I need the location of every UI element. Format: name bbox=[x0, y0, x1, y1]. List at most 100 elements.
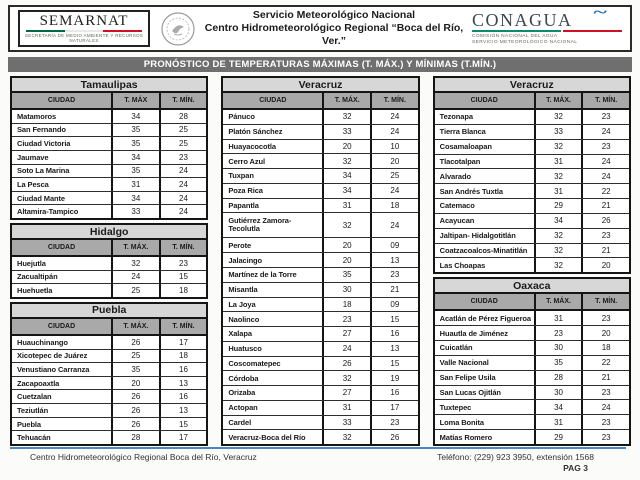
tmin-cell: 25 bbox=[390, 171, 400, 181]
city-cell: Venustiano Carranza bbox=[12, 363, 114, 376]
tmax-cell: 34 bbox=[113, 110, 161, 123]
tmin-cell: 18 bbox=[179, 351, 188, 361]
conagua-logo: ~ CONAGUA COMISIÓN NACIONAL DEL AGUA SER… bbox=[472, 4, 622, 46]
city-cell: Perote bbox=[223, 238, 325, 253]
semarnat-tricolor-rule bbox=[26, 30, 143, 32]
tmin-cell: 23 bbox=[390, 270, 400, 280]
city-cell: Tezonapa bbox=[435, 110, 536, 124]
tmin-cell: 21 bbox=[601, 373, 611, 383]
footer-org-text: Centro Hidrometeorológico Regional Boca … bbox=[30, 452, 257, 462]
table-row: Ciudad Victoria 35 25 bbox=[12, 136, 207, 150]
tmin-cell: 09 bbox=[390, 299, 400, 309]
header-tmin: T. MÍN. bbox=[595, 298, 618, 306]
table-row: Tierra Blanca 33 24 bbox=[434, 123, 629, 139]
city-cell: San Felipe Usila bbox=[435, 370, 536, 385]
tmax-cell: 26 bbox=[113, 404, 161, 417]
table-row: Tuxpan 34 25 bbox=[223, 168, 418, 183]
tmin-cell: 18 bbox=[601, 343, 611, 353]
tmin-cell: 23 bbox=[601, 417, 611, 427]
tmin-cell: 25 bbox=[179, 125, 188, 135]
column-headers: CIUDAD T. MÁX. T. MÍN. bbox=[12, 318, 207, 336]
tmax-cell: 32 bbox=[536, 243, 584, 258]
tmin-cell: 16 bbox=[390, 388, 400, 398]
tmax-cell: 32 bbox=[536, 258, 584, 273]
tmax-cell: 35 bbox=[324, 267, 373, 282]
tmin-cell: 15 bbox=[390, 358, 400, 368]
tmin-cell: 24 bbox=[601, 402, 611, 412]
conagua-subtitle1: COMISIÓN NACIONAL DEL AGUA bbox=[472, 34, 558, 39]
table-row: Veracruz-Boca del Río 32 26 bbox=[223, 429, 418, 445]
header-tmin: T. MÍN. bbox=[172, 244, 195, 252]
table-row: San Fernando 35 25 bbox=[12, 122, 207, 137]
tmax-cell: 33 bbox=[324, 415, 373, 430]
header-ciudad: CIUDAD bbox=[435, 93, 536, 108]
table-row: Xalapa 27 16 bbox=[223, 326, 418, 341]
org-title-line2: Centro Hidrometeorológico Regional “Boca… bbox=[204, 22, 464, 47]
city-cell: Pánuco bbox=[223, 110, 325, 124]
tmin-cell: 28 bbox=[179, 111, 188, 121]
table-row: Coatzacoalcos-Minatitlán 32 21 bbox=[434, 242, 629, 258]
city-cell: Jaltipan- Hidalgotitlán bbox=[435, 228, 536, 243]
table-row: Venustiano Carranza 35 16 bbox=[12, 362, 207, 376]
tmax-cell: 35 bbox=[113, 363, 161, 376]
table-row: Teziutlán 26 13 bbox=[12, 403, 207, 417]
tmax-cell: 31 bbox=[113, 178, 161, 191]
tmax-cell: 31 bbox=[536, 415, 584, 430]
tmax-cell: 24 bbox=[324, 341, 373, 356]
state-header: Veracruz bbox=[434, 78, 629, 93]
tmin-cell: 21 bbox=[601, 246, 611, 256]
header-ciudad: CIUDAD bbox=[12, 240, 114, 256]
city-cell: Xalapa bbox=[223, 327, 325, 341]
tmax-cell: 29 bbox=[536, 430, 584, 444]
city-cell: Misantla bbox=[223, 282, 325, 297]
city-cell: Ciudad Victoria bbox=[12, 137, 114, 150]
table-row: Huautla de Jiménez 23 20 bbox=[434, 325, 629, 341]
table-row: Las Choapas 32 20 bbox=[434, 257, 629, 273]
city-cell: Huauchinango bbox=[12, 335, 114, 349]
page-title: PRONÓSTICO DE TEMPERATURAS MÁXIMAS (T. M… bbox=[8, 57, 632, 72]
table-column-2: Veracruz CIUDAD T. MÁX. T. MÍN. Pánuco 32 24 Pl… bbox=[221, 76, 420, 446]
city-cell: Zacualtipán bbox=[12, 270, 114, 284]
tmax-cell: 34 bbox=[536, 400, 584, 415]
tmax-cell: 20 bbox=[324, 139, 373, 154]
tmin-cell: 16 bbox=[179, 392, 188, 402]
table-row: Pánuco 32 24 bbox=[223, 110, 417, 124]
footer-page-number: PAG 3 bbox=[563, 463, 588, 473]
city-cell: Tuxtepec bbox=[435, 400, 536, 415]
tmin-cell: 26 bbox=[390, 432, 400, 442]
column-headers: CIUDAD T. MÁX. T. MÍN. bbox=[223, 93, 418, 110]
table-row: Tuxtepec 34 24 bbox=[434, 399, 629, 415]
column-headers: CIUDAD T. MÁX. T. MÍN. bbox=[434, 294, 629, 312]
city-cell: Soto La Marina bbox=[12, 164, 114, 178]
tmax-cell: 32 bbox=[324, 110, 373, 124]
tmin-cell: 21 bbox=[601, 201, 611, 211]
tmax-cell: 27 bbox=[324, 386, 373, 400]
city-cell: Huejutla bbox=[12, 257, 114, 270]
tmin-cell: 21 bbox=[390, 285, 400, 295]
tmin-cell: 23 bbox=[601, 313, 611, 323]
city-cell: Loma Bonita bbox=[435, 415, 536, 430]
tmax-cell: 27 bbox=[324, 327, 373, 341]
tmin-cell: 10 bbox=[390, 141, 400, 151]
tmin-cell: 24 bbox=[601, 156, 611, 166]
city-cell: Cuetzalan bbox=[12, 390, 114, 404]
tmin-cell: 15 bbox=[179, 272, 188, 282]
table-row: Orizaba 27 16 bbox=[223, 385, 418, 400]
tmin-cell: 24 bbox=[390, 127, 400, 137]
conagua-wordmark: CONAGUA bbox=[472, 10, 573, 30]
table-row: Acayucan 34 26 bbox=[434, 212, 629, 228]
tmax-cell: 18 bbox=[324, 297, 373, 312]
semarnat-wordmark: SEMARNAT bbox=[39, 13, 129, 29]
city-cell: Altamira-Tampico bbox=[12, 205, 114, 218]
tmax-cell: 20 bbox=[324, 253, 373, 267]
tmin-cell: 24 bbox=[179, 193, 188, 203]
column-headers: CIUDAD T. MÁX. T. MÍN. bbox=[12, 240, 207, 258]
tmin-cell: 20 bbox=[601, 328, 611, 338]
table-row: Martínez de la Torre 35 23 bbox=[223, 266, 418, 282]
tmax-cell: 29 bbox=[536, 199, 584, 213]
tmin-cell: 24 bbox=[601, 127, 611, 137]
tmin-cell: 16 bbox=[390, 329, 400, 339]
government-seal-icon bbox=[160, 11, 196, 47]
header-tmax: T. MÁX bbox=[113, 93, 161, 108]
tmax-cell: 30 bbox=[536, 341, 584, 355]
